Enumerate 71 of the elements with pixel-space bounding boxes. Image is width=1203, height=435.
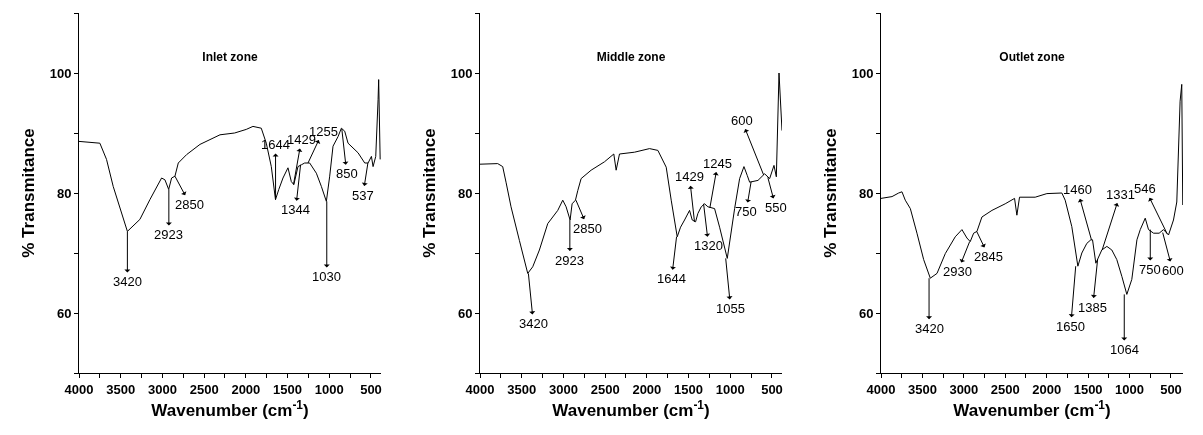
x-tick-label: 4000 [465, 381, 495, 397]
x-tick-label: 1500 [1073, 381, 1103, 397]
x-tick-label: 4000 [866, 381, 896, 397]
x-tick-label: 3500 [106, 381, 136, 397]
annotation: 1460 [1063, 182, 1092, 197]
x-tick-label: 500 [761, 381, 783, 397]
x-axis-title: Wavenumber (cm$^{-1}$) [151, 397, 309, 420]
y-tick-label: 60 [858, 305, 874, 321]
x-axis-title: Wavenumber (cm$^{-1}$) [953, 397, 1111, 420]
y-tick-label: 60 [457, 305, 473, 321]
annotation: 1331 [1106, 187, 1135, 202]
x-tick-label: 2500 [990, 381, 1020, 397]
annotation: 2850 [573, 221, 602, 236]
annotation: 1644 [657, 271, 686, 286]
annotation: 1064 [1110, 342, 1139, 357]
annotation: 550 [765, 200, 787, 215]
annotation: 3420 [915, 321, 944, 336]
x-tick-label: 3000 [147, 381, 177, 397]
annotation: 600 [1162, 263, 1184, 278]
x-tick-label: 500 [1160, 381, 1182, 397]
x-axis-title: Wavenumber (cm$^{-1}$) [552, 397, 710, 420]
y-axis-title: % Transmitance [420, 128, 440, 258]
annotation: 2923 [555, 253, 584, 268]
annotation: 546 [1134, 181, 1156, 196]
annotation: 537 [352, 188, 374, 203]
y-tick-label: 100 [450, 65, 473, 81]
annotation: 2923 [154, 227, 183, 242]
y-tick-label: 100 [49, 65, 72, 81]
x-tick-label: 4000 [64, 381, 94, 397]
annotation: 750 [735, 204, 757, 219]
y-tick-label: 80 [858, 185, 874, 201]
y-axis-title: % Transmitance [19, 128, 39, 258]
text: Inlet zone [202, 50, 258, 64]
x-tick-label: 3500 [907, 381, 937, 397]
x-tick-label: 1000 [715, 381, 745, 397]
y-tick-label: 60 [56, 305, 72, 321]
y-tick-label: 100 [851, 65, 874, 81]
annotation: 2850 [175, 197, 204, 212]
annotation: 1245 [703, 156, 732, 171]
x-tick-label: 1500 [273, 381, 303, 397]
y-axis-title: % Transmitance [821, 128, 841, 258]
x-tick-label: 3000 [548, 381, 578, 397]
annotation: 2845 [974, 249, 1003, 264]
annotation: 3420 [519, 316, 548, 331]
y-tick-label: 80 [457, 185, 473, 201]
annotation: 1385 [1078, 300, 1107, 315]
x-tick-label: 1500 [674, 381, 704, 397]
x-tick-label: 1000 [1115, 381, 1145, 397]
x-tick-label: 500 [360, 381, 382, 397]
text: Middle zone [596, 50, 666, 64]
x-tick-label: 2000 [632, 381, 662, 397]
x-tick-label: 3500 [507, 381, 537, 397]
annotation: 1055 [716, 301, 745, 316]
x-tick-label: 2000 [1032, 381, 1062, 397]
annotation: 850 [336, 166, 358, 181]
annotation: 1650 [1056, 319, 1085, 334]
text: Outlet zone [999, 50, 1065, 64]
x-tick-label: 2500 [189, 381, 219, 397]
annotation: 1429 [675, 169, 704, 184]
x-tick-label: 3000 [949, 381, 979, 397]
x-tick-label: 2500 [590, 381, 620, 397]
annotation: 600 [731, 113, 753, 128]
annotation: 1344 [281, 202, 310, 217]
annotation: 750 [1139, 262, 1161, 277]
annotation: 1030 [312, 269, 341, 284]
annotation: 2930 [943, 264, 972, 279]
y-tick-label: 80 [56, 185, 72, 201]
annotation: 3420 [113, 274, 142, 289]
x-tick-label: 2000 [231, 381, 261, 397]
annotation: 1320 [694, 238, 723, 253]
x-tick-label: 1000 [314, 381, 344, 397]
